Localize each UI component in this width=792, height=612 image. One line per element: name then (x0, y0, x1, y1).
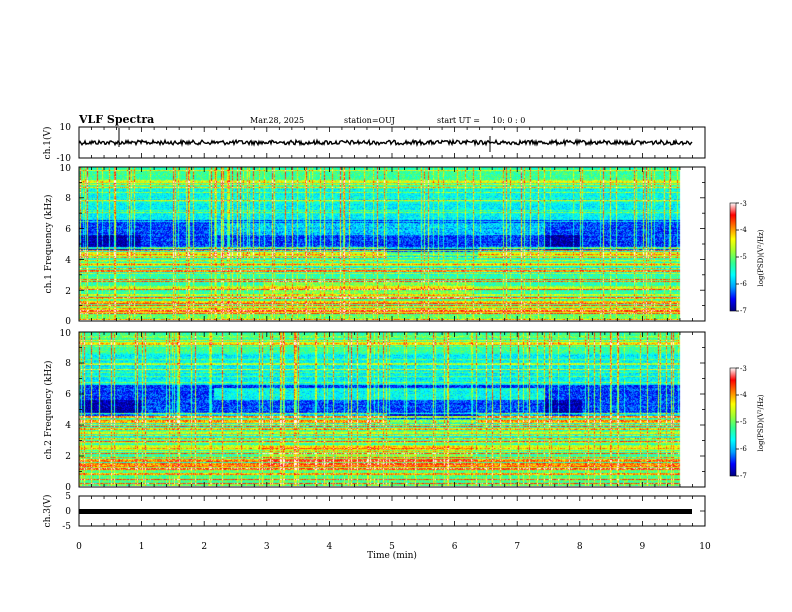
xtick-label: 6 (452, 542, 458, 552)
ch1-trace (78, 137, 693, 148)
xtick-label: 9 (640, 542, 646, 552)
ytick-label: 10 (60, 329, 72, 339)
colorbar-tick: -4 (740, 226, 747, 234)
ytick-label: 0 (65, 507, 71, 517)
ytick-label: 0 (65, 483, 71, 493)
ytick-label: 6 (65, 225, 71, 235)
xtick-label: 4 (327, 542, 333, 552)
ch2-spectrogram-panel: 0 2 4 6 8 10 ch.2 Frequency (kHz) (43, 329, 706, 493)
ch2-spec-ylabel: ch.2 Frequency (kHz) (43, 361, 54, 460)
colorbar-tick: -5 (740, 418, 747, 426)
ch1-ytick-top: 10 (60, 123, 72, 133)
ch2-spec-yticks: 0 2 4 6 8 10 (60, 329, 72, 493)
colorbar-tick: -6 (740, 445, 747, 453)
xtick-label: 8 (577, 542, 583, 552)
xtick-label: 7 (514, 542, 520, 552)
ytick-label: 8 (65, 194, 71, 204)
colorbar-tick: -3 (740, 365, 747, 373)
colorbar-tick: -5 (740, 253, 747, 261)
ytick-label: 8 (65, 359, 71, 369)
ch1-ylabel: ch.1(V) (42, 127, 53, 160)
start-ut-label: start UT = (437, 116, 480, 125)
xtick-label: 5 (389, 542, 395, 552)
ytick-label: 5 (65, 492, 71, 502)
ch1-spectrogram-panel: 0 2 4 6 8 10 ch.1 Frequency (kHz) (43, 164, 706, 327)
ch1-spec-yticks: 0 2 4 6 8 10 (60, 164, 72, 327)
figure-title: VLF Spectra (78, 113, 154, 126)
colorbar-tick: -7 (740, 472, 747, 480)
xtick-label: 10 (699, 542, 711, 552)
colorbar-tick: -3 (740, 200, 747, 208)
ytick-label: 4 (65, 256, 71, 266)
ch1-spectrogram-image (79, 167, 692, 320)
colorbar-tick: -6 (740, 280, 747, 288)
date-label: Mar.28, 2025 (250, 116, 304, 125)
ytick-label: 2 (65, 452, 71, 462)
axis-ticks (78, 127, 739, 527)
xtick-label: 3 (264, 542, 270, 552)
xtick-label: 0 (76, 542, 82, 552)
xtick-label: 2 (201, 542, 207, 552)
xtick-label: 1 (139, 542, 145, 552)
colorbar-tick: -4 (740, 391, 747, 399)
colorbar-tick: -7 (740, 307, 747, 315)
start-ut-time: 10: 0 : 0 (492, 116, 525, 125)
x-axis-label: Time (min) (367, 550, 417, 561)
colorbar-label: log(PSD)(V²/Hz) (757, 394, 765, 451)
ch2-colorbar: -3 -4 -5 -6 -7 log(PSD)(V²/Hz) (729, 365, 765, 480)
station-label: station=OUJ (344, 116, 395, 125)
colorbar-label: log(PSD)(V²/Hz) (757, 229, 765, 286)
ytick-label: 10 (60, 164, 72, 174)
ytick-label: 2 (65, 287, 71, 297)
x-axis: 0 1 2 3 4 5 6 7 8 9 10 Time (min) (76, 542, 711, 561)
ch1-spec-ylabel: ch.1 Frequency (kHz) (43, 195, 54, 294)
ytick-label: -5 (62, 522, 71, 532)
ytick-label: 0 (65, 317, 71, 327)
ch1-ytick-bottom: -10 (57, 154, 72, 164)
ch1-colorbar: -3 -4 -5 -6 -7 log(PSD)(V²/Hz) (729, 200, 765, 315)
ch3-ylabel: ch.3(V) (42, 495, 53, 528)
ytick-label: 6 (65, 390, 71, 400)
ytick-label: 4 (65, 421, 71, 431)
ch2-spectrogram-image (79, 332, 692, 486)
ch3-trace (79, 509, 692, 514)
